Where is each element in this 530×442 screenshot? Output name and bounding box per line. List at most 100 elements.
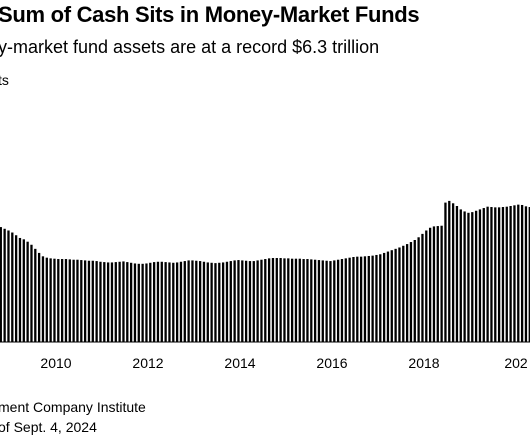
bar [241, 260, 244, 342]
bar [30, 244, 33, 342]
bar [283, 258, 286, 342]
bar [183, 261, 186, 342]
bar [340, 259, 344, 342]
bar [106, 262, 110, 342]
bar [390, 250, 393, 342]
bar [333, 260, 336, 342]
bar [436, 226, 439, 342]
bar [425, 230, 428, 342]
bar [428, 227, 432, 342]
bar [256, 260, 259, 342]
bar [198, 261, 202, 342]
chart-subtitle: y-market fund assets are at a record $6.… [0, 37, 380, 57]
bar [310, 259, 313, 342]
bar [187, 260, 190, 342]
bar [129, 262, 133, 342]
bar [482, 208, 485, 342]
bar [455, 206, 459, 342]
bar [179, 261, 183, 342]
bar [279, 258, 282, 342]
bar [122, 261, 125, 342]
bar [145, 263, 148, 342]
bar [95, 261, 98, 342]
bar [344, 258, 347, 342]
bar [103, 262, 106, 342]
bar [168, 262, 171, 342]
bar [497, 207, 501, 342]
date-note: of Sept. 4, 2024 [0, 419, 97, 435]
bar [336, 259, 340, 342]
bar [137, 263, 140, 342]
bar [18, 237, 22, 342]
bar [264, 259, 267, 342]
y-axis-unit-label: ts [0, 72, 9, 88]
bar [386, 251, 390, 342]
bar [379, 254, 382, 342]
bar [83, 260, 87, 342]
bar [302, 259, 305, 342]
bar [221, 262, 225, 342]
bar [317, 260, 321, 342]
bar [72, 259, 75, 342]
x-tick-label: 202 [504, 355, 528, 371]
x-tick-label: 2012 [132, 355, 163, 371]
x-tick-label: 2018 [408, 355, 439, 371]
bar [298, 258, 301, 342]
bar [356, 256, 359, 342]
bar [528, 207, 530, 342]
bar [329, 261, 332, 342]
bar [191, 260, 194, 342]
bar [14, 235, 18, 342]
x-axis-ticks: 2010 2012 2014 2016 2018 202 [40, 355, 527, 371]
bar [444, 202, 447, 342]
bar [448, 200, 451, 342]
bar [367, 255, 370, 342]
bar [382, 252, 386, 342]
bar [149, 262, 152, 342]
bar [49, 258, 52, 342]
bar [371, 255, 374, 342]
bar [405, 244, 409, 342]
bar [409, 242, 413, 342]
bar [233, 260, 236, 342]
bar [87, 260, 91, 342]
bar [313, 259, 317, 342]
bar [76, 259, 79, 342]
bar [156, 261, 160, 342]
x-tick-label: 2016 [316, 355, 347, 371]
bar [375, 254, 378, 342]
bar [520, 204, 524, 342]
bar [474, 210, 478, 342]
bar [68, 259, 71, 342]
bar [34, 248, 37, 342]
bar [413, 240, 416, 342]
bar [463, 211, 466, 342]
bar [290, 258, 294, 342]
bar [294, 258, 298, 342]
bar-series [0, 200, 530, 342]
bar [126, 262, 129, 342]
bar [225, 261, 229, 342]
bar [260, 259, 263, 342]
bar [524, 206, 528, 342]
bar [271, 258, 275, 342]
x-tick-label: 2014 [224, 355, 255, 371]
bar [352, 257, 355, 342]
bar [267, 258, 271, 342]
bar [321, 260, 324, 342]
bar [206, 262, 209, 342]
bar [152, 262, 156, 342]
bar [325, 260, 328, 342]
bar [114, 262, 117, 342]
bar [22, 239, 25, 342]
bar [80, 260, 83, 342]
bar [275, 258, 278, 342]
bar [471, 212, 474, 342]
bar [172, 262, 175, 342]
bar [467, 212, 470, 342]
bar [509, 206, 512, 342]
bar [417, 237, 420, 342]
bar [210, 262, 213, 342]
bar [118, 261, 121, 342]
